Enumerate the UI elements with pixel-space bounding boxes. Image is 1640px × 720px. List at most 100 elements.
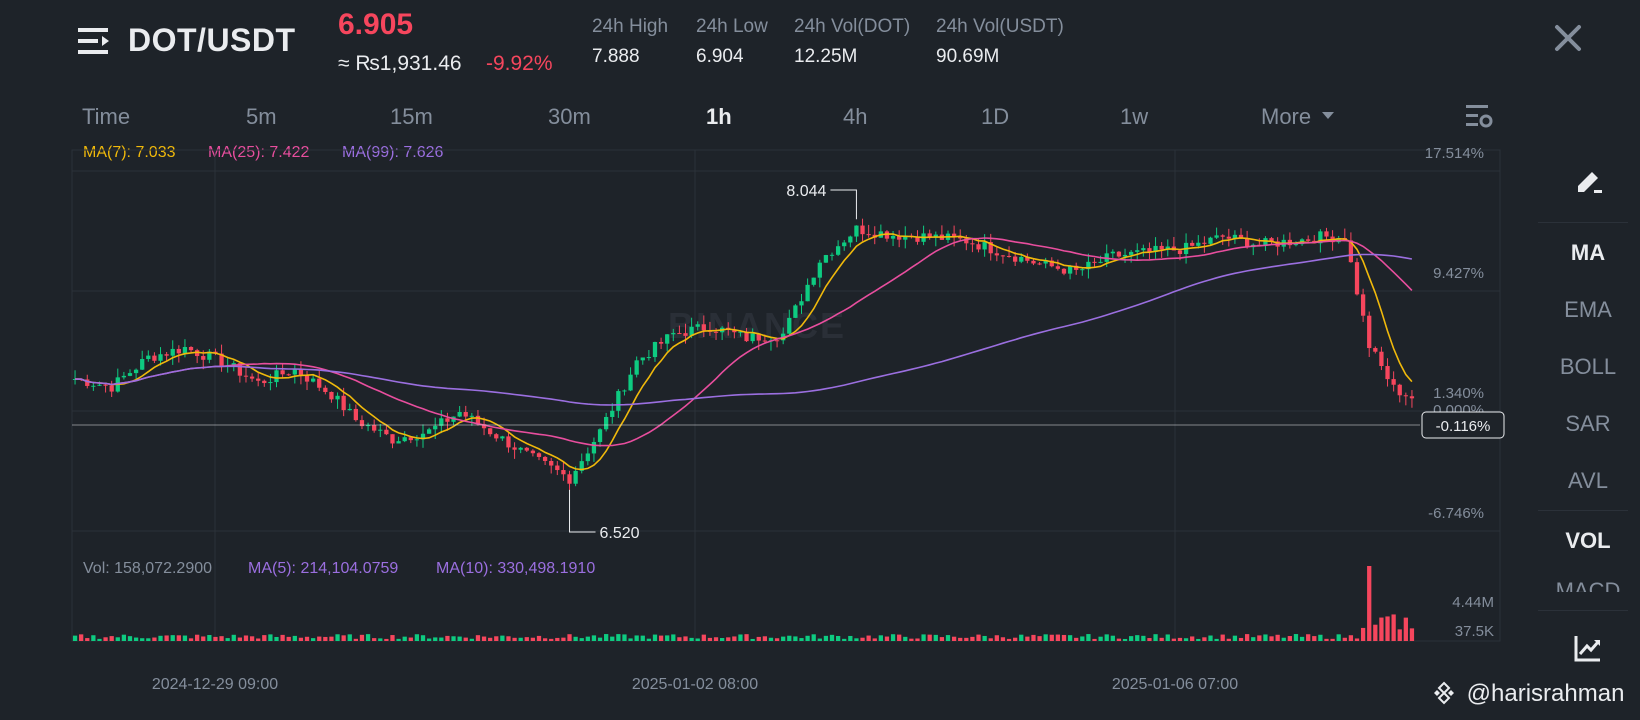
candle-body bbox=[689, 326, 694, 336]
volume-bar bbox=[1287, 636, 1292, 641]
ma-lines bbox=[75, 233, 1413, 471]
candle-body bbox=[591, 442, 597, 454]
candle-body bbox=[774, 340, 780, 342]
volume-bar bbox=[445, 635, 450, 641]
volume-bar bbox=[414, 634, 420, 641]
draw-pen-icon[interactable] bbox=[1574, 164, 1606, 196]
tab-1d[interactable]: 1D bbox=[981, 104, 1010, 129]
candle-body bbox=[793, 305, 798, 318]
candle-body bbox=[353, 408, 358, 421]
candle-body bbox=[1354, 262, 1360, 295]
volume-bar bbox=[658, 635, 664, 641]
volume-bar bbox=[774, 638, 780, 641]
volume-bar bbox=[781, 636, 786, 641]
chart-trend-icon[interactable] bbox=[1572, 632, 1604, 664]
binance-logo-icon bbox=[1434, 681, 1454, 705]
volume-bar bbox=[677, 637, 682, 641]
volume-bar bbox=[542, 638, 548, 641]
volume-bar bbox=[1373, 624, 1378, 641]
candle-body bbox=[475, 415, 481, 425]
author-handle-text: @harisrahman bbox=[1466, 680, 1625, 707]
volume-bar bbox=[732, 636, 737, 641]
candle-body bbox=[310, 378, 316, 382]
volume-bar bbox=[201, 636, 206, 641]
volume-bar bbox=[274, 636, 279, 641]
candle-body bbox=[207, 351, 212, 360]
sidebar-item-ma[interactable]: MA bbox=[1570, 240, 1606, 265]
volume-bar bbox=[1049, 634, 1054, 641]
volume-bar bbox=[738, 634, 743, 641]
volume-bar bbox=[158, 635, 163, 641]
candle-body bbox=[927, 233, 932, 238]
volume-bar bbox=[750, 638, 755, 641]
sidebar-item-macd[interactable]: MACD bbox=[1555, 578, 1621, 592]
candle-body bbox=[817, 262, 822, 278]
volume-bar bbox=[1208, 635, 1213, 641]
tab-15m[interactable]: 15m bbox=[390, 104, 433, 129]
tab-30m[interactable]: 30m bbox=[548, 104, 591, 129]
volume-bar bbox=[1360, 627, 1366, 641]
candle-body bbox=[1409, 396, 1415, 399]
volume-bar bbox=[817, 638, 822, 641]
price-inr: ≈ ₨1,931.46 bbox=[338, 52, 462, 75]
volume-bar bbox=[231, 634, 236, 641]
sidebar-item-vol[interactable]: VOL bbox=[1565, 528, 1611, 553]
stat-value: 90.69M bbox=[936, 46, 1000, 67]
author-handle: @harisrahman bbox=[1432, 680, 1624, 708]
tab-1w[interactable]: 1w bbox=[1120, 104, 1149, 129]
grid-frame bbox=[71, 149, 1501, 642]
volume-bar bbox=[152, 637, 157, 641]
price-chart[interactable]: 17.514%9.427%1.340%0.000%-6.746%-0.116%4… bbox=[0, 136, 1510, 696]
tab-more[interactable]: More bbox=[1261, 104, 1335, 130]
volume-bar bbox=[341, 635, 346, 641]
volume-bar bbox=[475, 635, 481, 641]
chart-settings-icon[interactable] bbox=[1464, 102, 1494, 130]
tab-more-label: More bbox=[1261, 104, 1312, 129]
volume-bar bbox=[1129, 636, 1134, 641]
volume-bar bbox=[256, 638, 261, 641]
sidebar-item-boll[interactable]: BOLL bbox=[1559, 354, 1617, 379]
volume-bar bbox=[1354, 638, 1360, 641]
candle-body bbox=[530, 450, 536, 454]
candle-body bbox=[597, 429, 603, 443]
indicator-sidebar: MA EMA BOLL SAR AVL VOL MACD bbox=[1536, 150, 1640, 690]
candle-body bbox=[1049, 260, 1054, 267]
tab-1h[interactable]: 1h bbox=[706, 104, 732, 129]
sidebar-item-avl[interactable]: AVL bbox=[1568, 468, 1608, 493]
tab-time[interactable]: Time bbox=[82, 104, 131, 129]
pair-title[interactable]: DOT/USDT bbox=[128, 22, 296, 58]
candle-body bbox=[133, 369, 139, 374]
candle-body bbox=[1165, 246, 1170, 250]
volume-bar bbox=[1330, 638, 1335, 641]
sidebar-item-ema[interactable]: EMA bbox=[1564, 297, 1612, 322]
candle-body bbox=[182, 347, 188, 354]
candle-body bbox=[958, 236, 963, 239]
high-marker bbox=[830, 189, 857, 220]
sidebar-item-sar[interactable]: SAR bbox=[1565, 411, 1611, 436]
candle-body bbox=[317, 378, 322, 388]
volume-bar bbox=[457, 636, 462, 641]
menu-icon[interactable] bbox=[78, 24, 112, 58]
candle-body bbox=[109, 385, 114, 392]
tab-5m[interactable]: 5m bbox=[246, 104, 277, 129]
volume-bar bbox=[719, 638, 725, 641]
ma25-line bbox=[75, 237, 1413, 447]
volume-bar bbox=[1074, 637, 1079, 641]
sidebar-clip: MACD bbox=[1536, 578, 1640, 592]
candle-body bbox=[695, 324, 700, 327]
candle-body bbox=[1129, 251, 1134, 255]
volume-bar bbox=[323, 636, 328, 641]
volume-bar bbox=[1110, 635, 1115, 641]
close-icon[interactable] bbox=[1550, 20, 1586, 56]
volume-bar bbox=[207, 635, 212, 641]
candle-body bbox=[628, 374, 633, 391]
tab-4h[interactable]: 4h bbox=[843, 104, 868, 129]
volume-bar bbox=[79, 634, 84, 641]
candle-body bbox=[732, 329, 737, 333]
candle-body bbox=[1220, 235, 1225, 237]
candle-body bbox=[286, 374, 291, 376]
volume-bar bbox=[182, 635, 188, 641]
ma7-line bbox=[75, 233, 1413, 471]
volume-bar bbox=[854, 638, 859, 641]
candle-body bbox=[1196, 242, 1201, 246]
